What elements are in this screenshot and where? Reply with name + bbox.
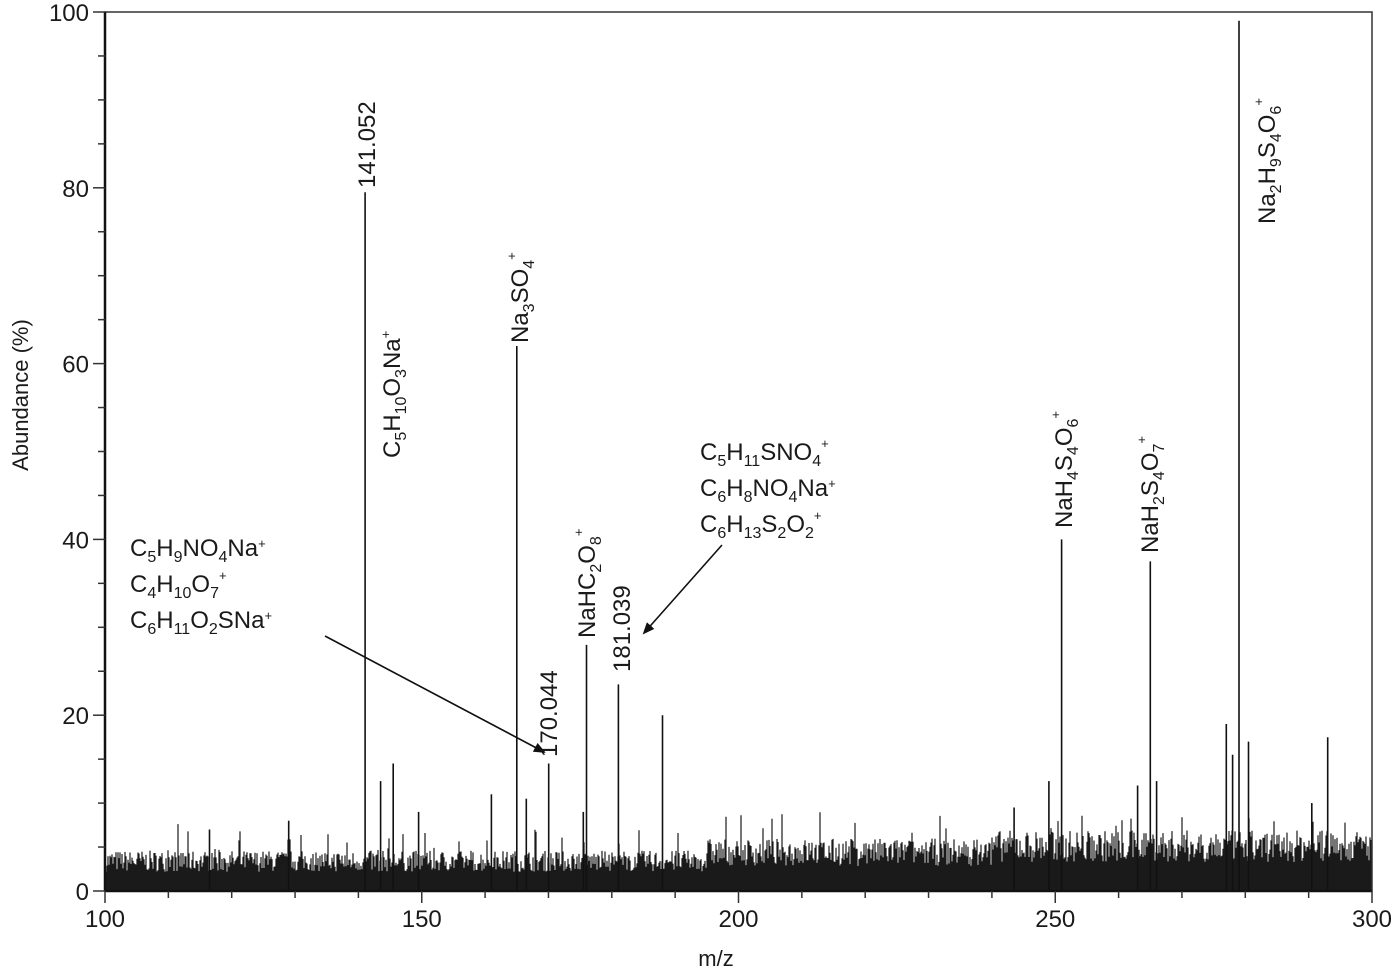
peak-label-181: 181.039 bbox=[609, 585, 636, 672]
svg-text:C5H11SNO4+: C5H11SNO4+ bbox=[700, 436, 829, 470]
y-axis-title: Abundance (%) bbox=[8, 319, 33, 471]
svg-text:C6H11O2SNa+: C6H11O2SNa+ bbox=[130, 607, 272, 638]
x-tick-label: 250 bbox=[1035, 906, 1075, 933]
y-tick-label: 40 bbox=[62, 527, 89, 554]
formula-label-NaHC2O8: NaHC2O8+ bbox=[571, 529, 605, 638]
y-tick-label: 0 bbox=[76, 879, 89, 906]
x-tick-label: 150 bbox=[402, 906, 442, 933]
y-axis-ticks: 0 20 40 60 80 100 bbox=[49, 0, 105, 906]
x-axis-ticks: 100 150 200 250 300 bbox=[85, 891, 1392, 933]
formula-group-170: C5H9NO4Na+ C4H10O7+ C6H11O2SNa+ bbox=[130, 535, 272, 638]
x-tick-label: 100 bbox=[85, 906, 125, 933]
spectrum-peaks bbox=[208, 20, 1329, 891]
y-tick-label: 80 bbox=[62, 176, 89, 203]
peak-label-141: 141.052 bbox=[354, 101, 381, 188]
arrow-to-170 bbox=[324, 635, 546, 753]
formula-label-Na3SO4: Na3SO4+ bbox=[504, 252, 538, 343]
y-tick-label: 20 bbox=[62, 703, 89, 730]
arrow-to-181 bbox=[642, 544, 723, 635]
x-axis-title: m/z bbox=[698, 946, 733, 971]
formula-label-NaH4S4O6: NaH4S4O6+ bbox=[1048, 411, 1082, 528]
svg-text:C5H9NO4Na+: C5H9NO4Na+ bbox=[130, 535, 266, 566]
x-tick-label: 300 bbox=[1352, 906, 1392, 933]
y-tick-label: 60 bbox=[62, 352, 89, 379]
formula-label-NaH2S4O7: NaH2S4O7+ bbox=[1134, 436, 1168, 553]
formula-label-Na2H9S4O6: Na2H9S4O6+ bbox=[1251, 98, 1285, 224]
peak-label-170: 170.044 bbox=[536, 670, 563, 757]
svg-text:C4H10O7+: C4H10O7+ bbox=[130, 568, 227, 602]
noise-baseline bbox=[105, 812, 1372, 891]
x-tick-label: 200 bbox=[718, 906, 758, 933]
svg-text:C6H8NO4Na+: C6H8NO4Na+ bbox=[700, 475, 836, 506]
formula-label-C5H10O3Na: C5H10O3Na+ bbox=[378, 331, 410, 458]
svg-text:C6H13S2O2+: C6H13S2O2+ bbox=[700, 508, 821, 542]
y-tick-label: 100 bbox=[49, 0, 89, 27]
formula-group-181: C5H11SNO4+ C6H8NO4Na+ C6H13S2O2+ bbox=[700, 436, 836, 542]
